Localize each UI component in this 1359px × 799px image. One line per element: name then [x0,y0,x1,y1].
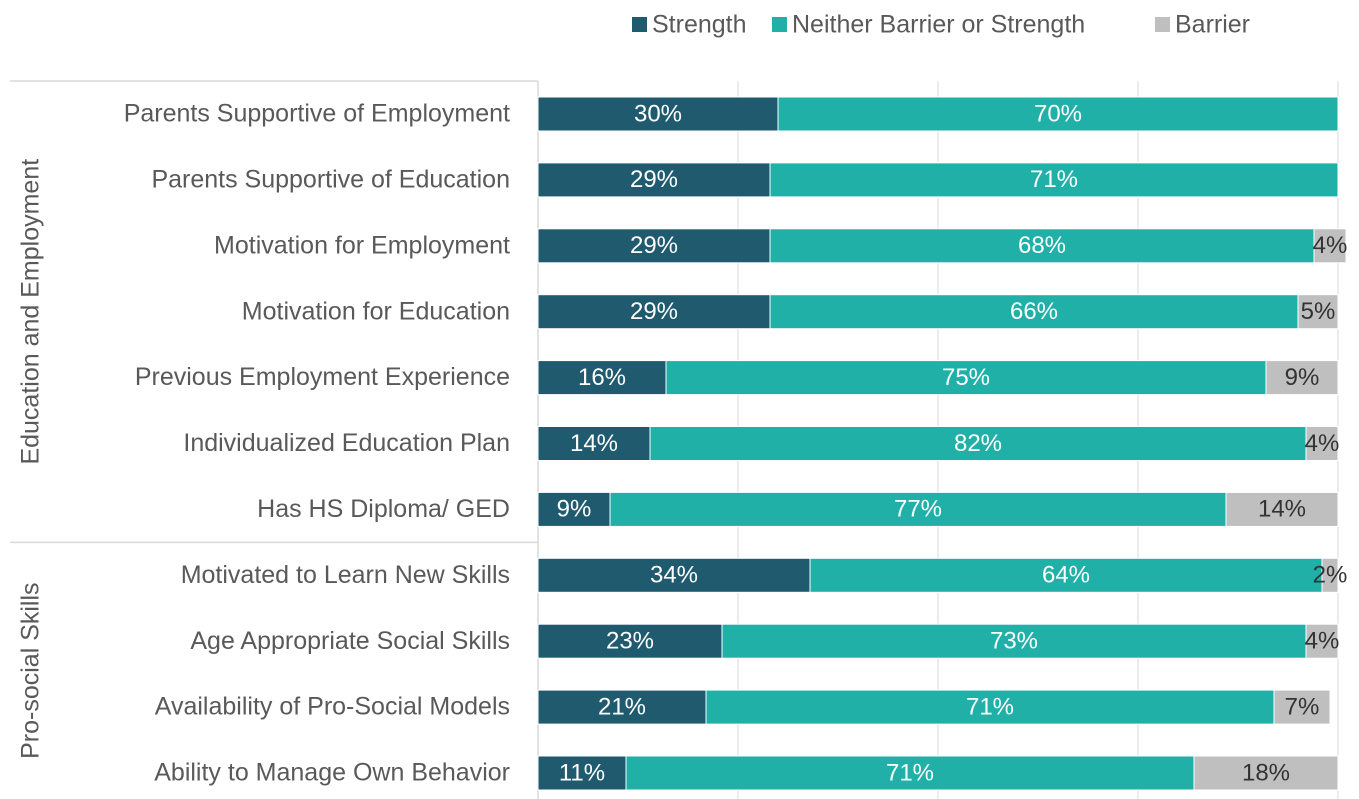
bar-segment [537,96,779,132]
value-label: 29% [630,232,678,259]
category-label: Motivation for Education [242,297,510,325]
value-label: 29% [630,166,678,193]
value-label: 14% [1258,496,1306,523]
value-label: 4% [1305,430,1340,457]
bar-segment [537,360,667,396]
group-label: Education and Employment [17,159,45,465]
value-label: 71% [886,759,934,786]
bar-segment [1305,623,1339,659]
value-label: 71% [966,693,1014,720]
value-label: 9% [1285,364,1320,391]
legend-swatch [772,17,787,32]
category-label: Motivated to Learn New Skills [181,561,510,589]
value-label: 7% [1285,693,1320,720]
bar-segment [1305,426,1339,461]
legend-swatch [1155,17,1170,32]
value-label: 16% [578,364,626,391]
bar-segment [777,96,1339,132]
bar-segment [1273,689,1331,725]
bar-segment [769,162,1339,198]
group-label: Pro-social Skills [17,582,45,758]
category-label: Previous Employment Experience [135,363,510,391]
legend-label: Neither Barrier or Strength [792,11,1085,39]
bar-segment [537,689,707,725]
category-label: Parents Supportive of Education [151,166,510,194]
value-label: 70% [1034,100,1082,127]
value-label: 75% [942,364,990,391]
bar-segment [1297,294,1339,330]
category-label: Motivation for Employment [214,231,510,259]
bar-segment [809,557,1323,593]
category-label: Parents Supportive of Employment [124,100,510,128]
bar-segment [769,294,1299,330]
value-label: 18% [1242,759,1290,786]
category-label: Availability of Pro-Social Models [155,693,510,721]
legend-label: Strength [652,11,747,39]
bar-segment [537,557,811,593]
bar-segment [721,623,1307,659]
bar-segment [649,426,1307,461]
value-label: 64% [1042,562,1090,589]
value-label: 23% [606,628,654,655]
bar-segment [625,755,1195,791]
bar-segment [1225,491,1339,527]
value-label: 21% [598,693,646,720]
value-label: 77% [894,496,942,523]
bar-segment [769,228,1315,264]
value-label: 29% [630,298,678,325]
bar-segment [705,689,1275,725]
value-label: 5% [1301,298,1336,325]
category-label: Ability to Manage Own Behavior [154,759,510,787]
value-label: 11% [559,759,605,786]
value-label: 4% [1305,628,1340,655]
legend-swatch [632,17,647,32]
bar-segment [665,360,1267,396]
value-label: 71% [1030,166,1078,193]
bar-segment [609,491,1227,527]
value-label: 68% [1018,232,1066,259]
bar-segment [537,294,771,330]
value-label: 9% [557,496,592,523]
category-label: Has HS Diploma/ GED [257,495,510,523]
bar-segment [1265,360,1339,396]
bar-segment [1321,557,1339,593]
category-label: Individualized Education Plan [183,429,510,457]
value-label: 2% [1313,562,1348,589]
value-label: 82% [954,430,1002,457]
value-label: 4% [1313,232,1348,259]
category-label: Age Appropriate Social Skills [190,627,510,655]
bar-segment [1313,228,1347,264]
value-label: 14% [570,430,618,457]
value-label: 66% [1010,298,1058,325]
value-label: 34% [650,562,698,589]
legend-label: Barrier [1175,11,1250,39]
bar-segment [1193,755,1339,791]
bar-segment [537,426,651,461]
value-label: 73% [990,628,1038,655]
bar-segment [537,623,723,659]
value-label: 30% [634,100,682,127]
bar-segment [537,491,611,527]
